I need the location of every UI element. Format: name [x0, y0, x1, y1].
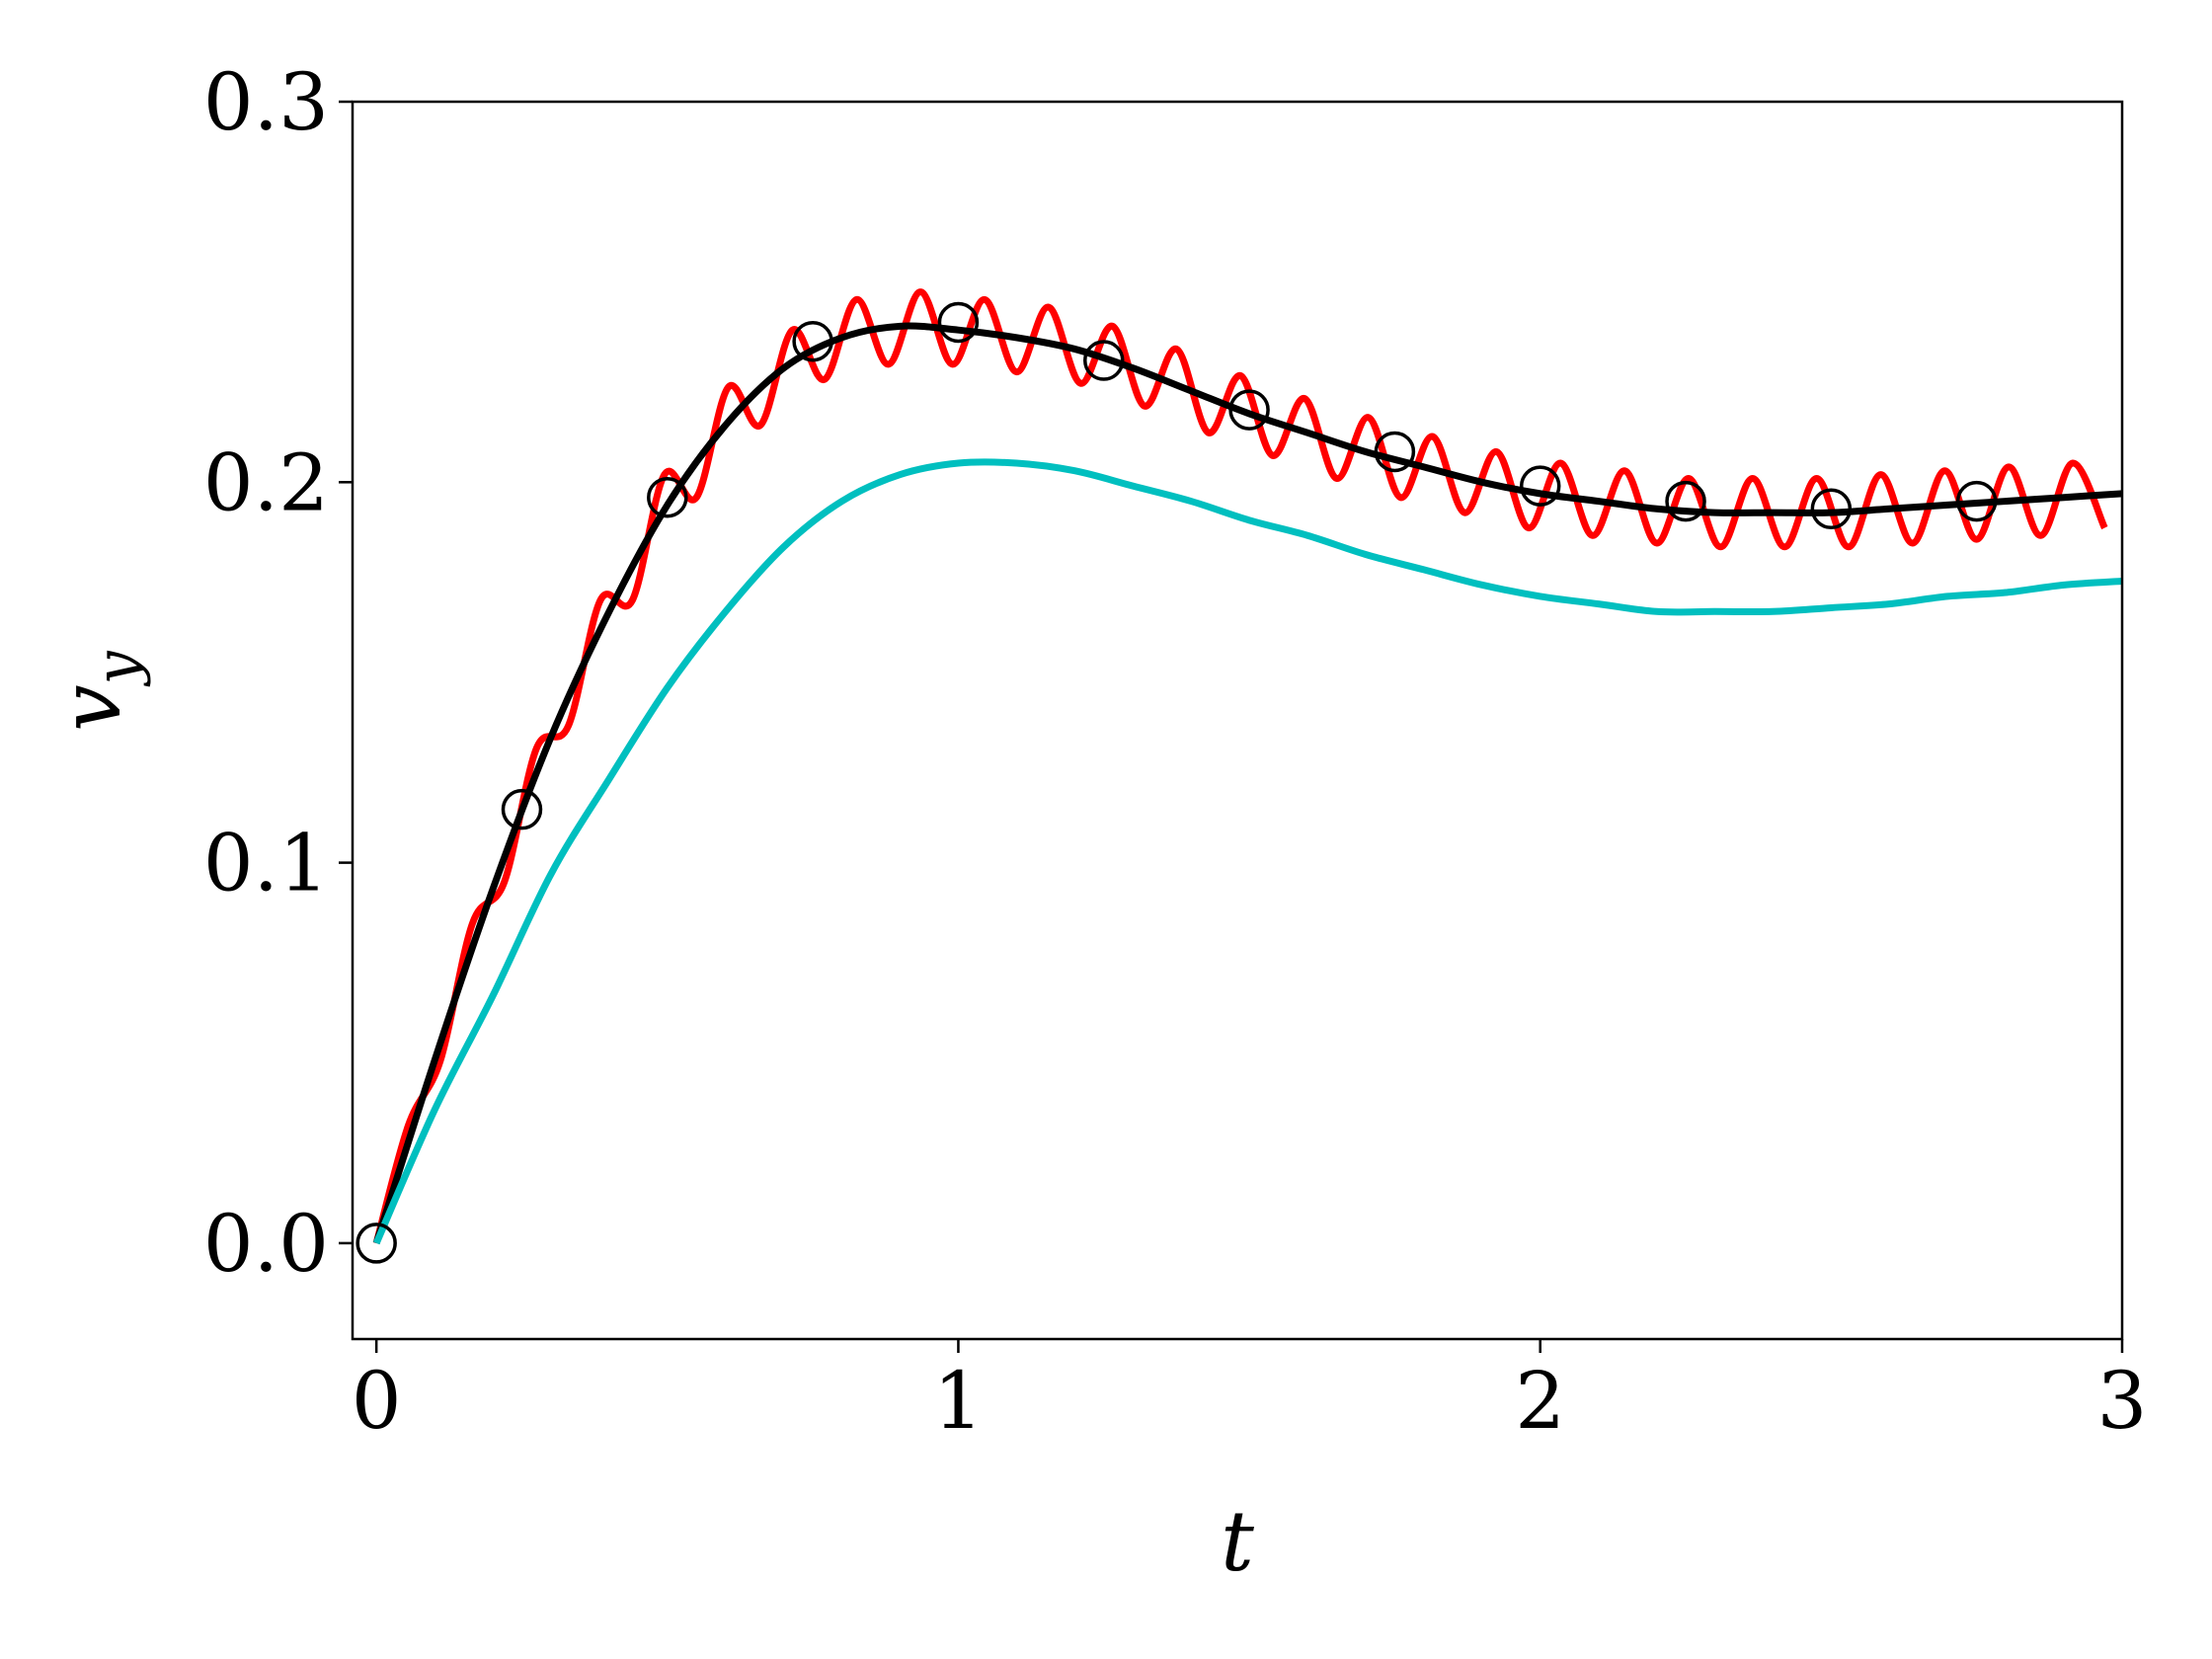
y-tick-label: 0.1 — [203, 818, 329, 909]
x-tick-label: 3 — [2097, 1355, 2148, 1447]
marker — [937, 301, 980, 344]
x-tick-label: 2 — [1515, 1355, 1565, 1447]
marker — [501, 788, 543, 830]
y-axis-label: vy — [42, 650, 152, 731]
marker — [1665, 480, 1706, 522]
line — [372, 458, 2123, 1245]
y-tick-label: 0.0 — [203, 1198, 329, 1290]
y-label-main: v — [42, 684, 139, 731]
plot-frame — [351, 100, 2124, 1341]
line — [372, 288, 2108, 1244]
marker — [647, 476, 688, 518]
x-axis-label: t — [1221, 1493, 1254, 1590]
x-tick-label: 1 — [933, 1355, 984, 1447]
y-label-subscript: y — [83, 650, 152, 687]
marker — [1810, 488, 1853, 530]
marker — [1955, 480, 1998, 522]
marker — [1083, 340, 1125, 381]
y-tick-label: 0.3 — [203, 56, 329, 148]
y-tick-label: 0.2 — [203, 436, 329, 528]
x-tick-label: 0 — [352, 1355, 402, 1447]
marker — [1374, 431, 1416, 473]
marker — [792, 320, 833, 362]
line — [372, 322, 2123, 1244]
marker — [1228, 389, 1270, 431]
marker — [356, 1223, 397, 1264]
marker — [1519, 465, 1561, 507]
